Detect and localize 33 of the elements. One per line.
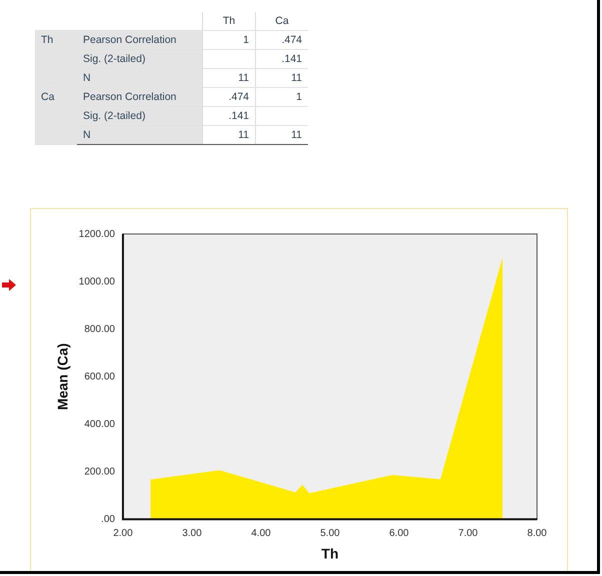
y-tick-label: 600.00 xyxy=(84,371,116,382)
y-tick-label: 1000.00 xyxy=(78,276,116,288)
data-label: .474 xyxy=(256,30,308,50)
y-tick-label: 400.00 xyxy=(84,418,116,430)
y-tick-label: Sig. (2-tailed) xyxy=(77,50,202,68)
data-label: .474 xyxy=(202,88,256,106)
y-tick-label: .00 xyxy=(101,514,116,525)
x-tick-label: 5.00 xyxy=(320,528,340,539)
x-tick-label: 2.00 xyxy=(113,528,134,539)
x-tick-label: 8.00 xyxy=(527,528,548,539)
y-tick-label: 800.00 xyxy=(84,324,116,335)
x-axis-title: Th xyxy=(321,545,339,562)
y-tick-label: N xyxy=(77,68,202,88)
y-tick-label: N xyxy=(77,126,202,144)
y-tick-label: Pearson Correlation xyxy=(77,30,202,50)
data-label: .141 xyxy=(256,50,308,68)
y-tick-label: Pearson Correlation xyxy=(77,88,202,106)
data-label: 11 xyxy=(202,126,256,144)
x-tick-label: 7.00 xyxy=(458,528,478,539)
data-label: 1 xyxy=(256,88,308,106)
x-tick-label: 6.00 xyxy=(389,528,410,539)
y-tick-label: 200.00 xyxy=(84,466,116,478)
x-tick-label: 3.00 xyxy=(182,528,202,539)
data-label: .141 xyxy=(202,106,256,126)
text: Ca xyxy=(35,88,77,144)
y-axis-title: Mean (Ca) xyxy=(54,343,70,410)
y-tick-label: 1200.00 xyxy=(78,228,116,240)
x-tick-label: 4.00 xyxy=(251,528,272,539)
data-label: 11 xyxy=(256,126,308,144)
data-label: 11 xyxy=(202,68,256,88)
data-label: 11 xyxy=(256,68,308,88)
data-label: 1 xyxy=(202,30,256,50)
y-tick-label: Sig. (2-tailed) xyxy=(77,106,202,126)
